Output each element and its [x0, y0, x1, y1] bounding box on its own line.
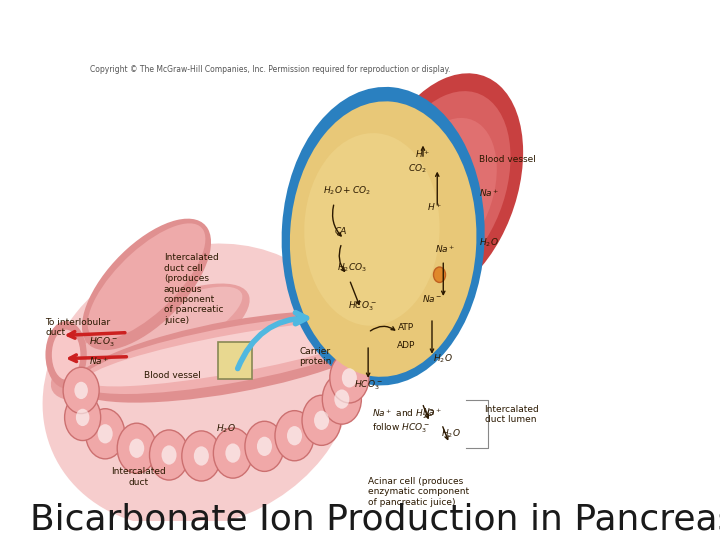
Ellipse shape: [98, 424, 113, 443]
Ellipse shape: [287, 426, 302, 445]
Text: follow $HCO_3^-$: follow $HCO_3^-$: [372, 421, 430, 435]
Ellipse shape: [78, 315, 387, 394]
Ellipse shape: [275, 410, 314, 461]
Ellipse shape: [74, 382, 88, 399]
Ellipse shape: [150, 430, 189, 480]
Text: $H_2O$: $H_2O$: [441, 428, 461, 440]
Bar: [218, 342, 252, 379]
Text: $Na^+$ and $H_2O$: $Na^+$ and $H_2O$: [372, 408, 435, 421]
Text: $Na^+$: $Na^+$: [480, 187, 500, 199]
Text: Copyright © The McGraw-Hill Companies, Inc. Permission required for reproduction: Copyright © The McGraw-Hill Companies, I…: [90, 65, 451, 74]
Ellipse shape: [257, 437, 272, 456]
Text: Intercalated
duct lumen: Intercalated duct lumen: [485, 405, 539, 424]
Text: $HCO_3^-$: $HCO_3^-$: [89, 335, 117, 349]
Ellipse shape: [117, 423, 156, 474]
Ellipse shape: [51, 284, 250, 401]
Ellipse shape: [86, 409, 125, 459]
Ellipse shape: [182, 431, 221, 481]
Ellipse shape: [314, 410, 329, 430]
Ellipse shape: [376, 91, 510, 285]
Ellipse shape: [63, 367, 99, 414]
Ellipse shape: [334, 389, 349, 409]
Ellipse shape: [290, 102, 477, 377]
Ellipse shape: [58, 287, 243, 388]
Text: $Na^+$: $Na^+$: [435, 243, 455, 254]
Text: Bicarbonate Ion Production in Pancreas: Bicarbonate Ion Production in Pancreas: [30, 502, 720, 536]
Ellipse shape: [194, 447, 209, 465]
Text: $Na^+$: $Na^+$: [422, 407, 442, 418]
Text: $H_2O$: $H_2O$: [433, 353, 453, 365]
Ellipse shape: [88, 224, 205, 340]
Text: $H^+$: $H^+$: [427, 201, 442, 213]
Ellipse shape: [302, 395, 341, 445]
Ellipse shape: [86, 321, 380, 387]
Text: Blood vessel: Blood vessel: [145, 372, 201, 381]
Ellipse shape: [73, 310, 393, 403]
Ellipse shape: [45, 321, 87, 388]
Text: $CO_2$: $CO_2$: [408, 163, 426, 175]
Ellipse shape: [392, 118, 497, 268]
Ellipse shape: [364, 73, 523, 302]
Ellipse shape: [82, 219, 211, 350]
Ellipse shape: [76, 409, 89, 426]
Ellipse shape: [245, 421, 284, 471]
Ellipse shape: [213, 428, 253, 478]
Text: $HCO_3^-$: $HCO_3^-$: [354, 379, 382, 393]
Text: $H^+$: $H^+$: [415, 148, 431, 160]
Text: $Na^-$: $Na^-$: [422, 293, 442, 305]
Ellipse shape: [129, 438, 144, 458]
Ellipse shape: [305, 133, 440, 326]
Text: ADP: ADP: [397, 341, 415, 349]
Text: CA: CA: [335, 227, 347, 236]
Text: $HCO_3^-$: $HCO_3^-$: [348, 300, 377, 313]
Text: To interlobular
duct: To interlobular duct: [45, 318, 110, 338]
Ellipse shape: [342, 368, 357, 388]
Ellipse shape: [42, 244, 356, 528]
Ellipse shape: [323, 374, 361, 424]
Ellipse shape: [433, 267, 446, 282]
Ellipse shape: [330, 353, 369, 403]
Ellipse shape: [161, 446, 176, 464]
Text: Intercalated
duct: Intercalated duct: [112, 468, 166, 487]
Text: Carrier
protein: Carrier protein: [299, 347, 331, 366]
Ellipse shape: [52, 330, 81, 380]
Text: Blood vessel: Blood vessel: [480, 154, 536, 164]
Ellipse shape: [65, 394, 101, 441]
Text: $H_2O$: $H_2O$: [215, 423, 235, 435]
Ellipse shape: [282, 87, 485, 386]
Ellipse shape: [225, 443, 240, 463]
Text: ATP: ATP: [397, 323, 414, 332]
Text: $H_2CO_3$: $H_2CO_3$: [337, 262, 366, 274]
Text: $H_2O + CO_2$: $H_2O + CO_2$: [323, 185, 371, 197]
Text: $Na^+$: $Na^+$: [89, 356, 109, 367]
Text: Acinar cell (produces
enzymatic component
of pancreatic juice): Acinar cell (produces enzymatic componen…: [368, 477, 469, 507]
Text: $H_2O$: $H_2O$: [480, 237, 499, 249]
Text: Intercalated
duct cell
(produces
aqueous
component
of pancreatic
juice): Intercalated duct cell (produces aqueous…: [163, 253, 223, 325]
